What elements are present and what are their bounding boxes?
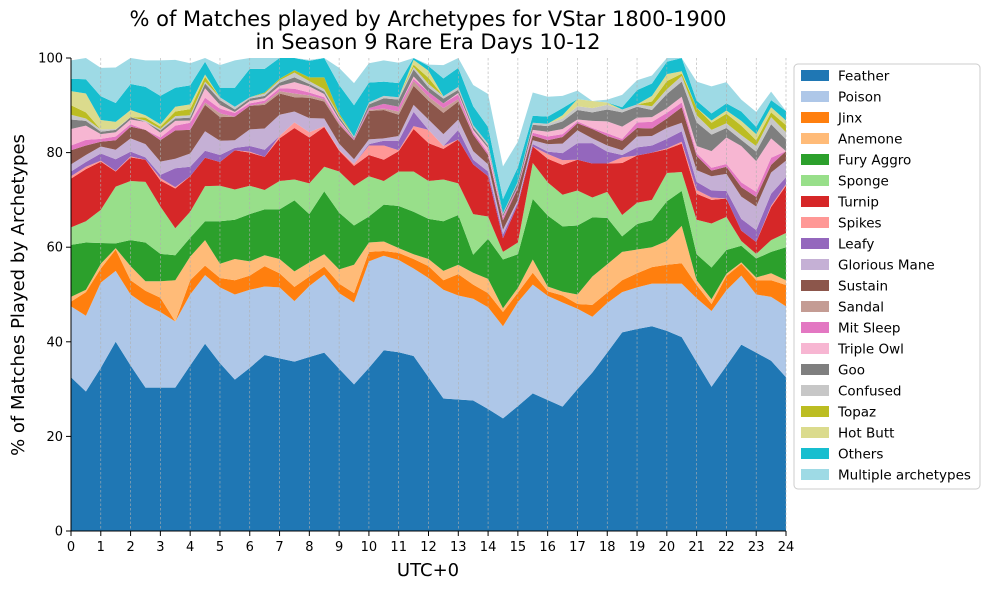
legend-label-goo: Goo: [838, 363, 865, 379]
y-axis-label: % of Matches Played by Archetypes: [8, 134, 29, 456]
y-tick-label-40: 40: [46, 335, 63, 350]
x-tick-label-20: 20: [659, 540, 676, 555]
legend-label-turnip: Turnip: [837, 195, 879, 211]
legend-swatch-confused: [801, 385, 829, 396]
area-others: [71, 58, 786, 214]
legend-label-anemone: Anemone: [838, 132, 902, 148]
x-tick-label-4: 4: [186, 540, 194, 555]
legend-label-hot-butt: Hot Butt: [838, 426, 894, 442]
x-ticks: 0 1 2 3 4 5 6 7 8 9 10 11 12 13 14 15 16 17 18 19 20 21 22 23 24: [67, 531, 794, 555]
x-tick-label-5: 5: [216, 540, 224, 555]
gridlines: [70, 58, 787, 531]
x-tick-label-3: 3: [156, 540, 164, 555]
legend-swatch-triple-owl: [801, 343, 829, 354]
area-multiple-archetypes: [71, 58, 786, 199]
legend-swatch-topaz: [801, 406, 829, 417]
x-tick-label-2: 2: [126, 540, 134, 555]
legend-frame: [793, 63, 981, 490]
legend-label-fury-aggro: Fury Aggro: [838, 153, 911, 169]
legend-label-spikes: Spikes: [838, 216, 882, 232]
x-tick-label-8: 8: [305, 540, 313, 555]
x-tick-label-24: 24: [778, 540, 795, 555]
x-tick-label-12: 12: [420, 540, 437, 555]
legend-label-jinx: Jinx: [837, 111, 862, 127]
area-glorious-mane: [71, 104, 786, 235]
legend-swatch-fury-aggro: [801, 154, 829, 165]
legend-swatch-sponge: [801, 175, 829, 186]
x-tick-label-15: 15: [510, 540, 527, 555]
legend: Feather Poison Jinx Anemone Fury Aggro Sponge…: [793, 63, 981, 490]
x-tick-label-6: 6: [246, 540, 254, 555]
x-tick-label-14: 14: [480, 540, 497, 555]
legend-swatch-hot-butt: [801, 427, 829, 438]
x-tick-label-0: 0: [67, 540, 75, 555]
legend-label-sponge: Sponge: [838, 174, 889, 190]
legend-label-others: Others: [838, 447, 883, 463]
chart-title-line-2: in Season 9 Rare Era Days 10-12: [255, 30, 600, 54]
y-tick-label-60: 60: [46, 241, 63, 256]
legend-label-sandal: Sandal: [838, 300, 884, 316]
legend-label-sustain: Sustain: [838, 279, 888, 295]
legend-label-topaz: Topaz: [837, 405, 876, 421]
legend-label-feather: Feather: [838, 69, 890, 85]
legend-label-mit-sleep: Mit Sleep: [838, 321, 900, 337]
legend-swatch-poison: [801, 91, 829, 102]
x-tick-label-1: 1: [97, 540, 105, 555]
legend-label-poison: Poison: [838, 90, 882, 106]
x-tick-label-22: 22: [718, 540, 735, 555]
legend-label-multiple-archetypes: Multiple archetypes: [838, 468, 971, 484]
y-tick-label-20: 20: [46, 430, 63, 445]
x-tick-label-11: 11: [390, 540, 407, 555]
legend-swatch-jinx: [801, 112, 829, 123]
x-tick-label-9: 9: [335, 540, 343, 555]
x-tick-label-13: 13: [450, 540, 467, 555]
chart-title-line-1: % of Matches played by Archetypes for VS…: [130, 7, 727, 31]
area-spikes: [71, 122, 786, 242]
x-tick-label-17: 17: [569, 540, 586, 555]
x-axis-label: UTC+0: [397, 560, 459, 581]
legend-swatch-goo: [801, 364, 829, 375]
x-tick-label-16: 16: [539, 540, 556, 555]
y-ticks: 0 20 40 60 80 100: [38, 52, 71, 540]
x-tick-label-7: 7: [275, 540, 283, 555]
y-tick-label-80: 80: [46, 146, 63, 161]
x-tick-label-19: 19: [629, 540, 646, 555]
legend-swatch-mit-sleep: [801, 322, 829, 333]
legend-swatch-sandal: [801, 301, 829, 312]
x-tick-label-18: 18: [599, 540, 616, 555]
x-tick-label-10: 10: [361, 540, 378, 555]
x-tick-label-21: 21: [688, 540, 705, 555]
x-tick-label-23: 23: [748, 540, 765, 555]
legend-swatch-others: [801, 448, 829, 459]
y-tick-label-0: 0: [55, 525, 63, 540]
legend-swatch-sustain: [801, 280, 829, 291]
legend-label-leafy: Leafy: [838, 237, 874, 253]
legend-label-confused: Confused: [838, 384, 901, 400]
legend-swatch-spikes: [801, 217, 829, 228]
y-tick-label-100: 100: [38, 52, 63, 67]
legend-swatch-multiple-archetypes: [801, 469, 829, 480]
legend-swatch-anemone: [801, 133, 829, 144]
legend-swatch-feather: [801, 70, 829, 81]
legend-label-triple-owl: Triple Owl: [837, 342, 904, 358]
legend-label-glorious-mane: Glorious Mane: [838, 258, 935, 274]
legend-swatch-glorious-mane: [801, 259, 829, 270]
legend-swatch-turnip: [801, 196, 829, 207]
legend-swatch-leafy: [801, 238, 829, 249]
